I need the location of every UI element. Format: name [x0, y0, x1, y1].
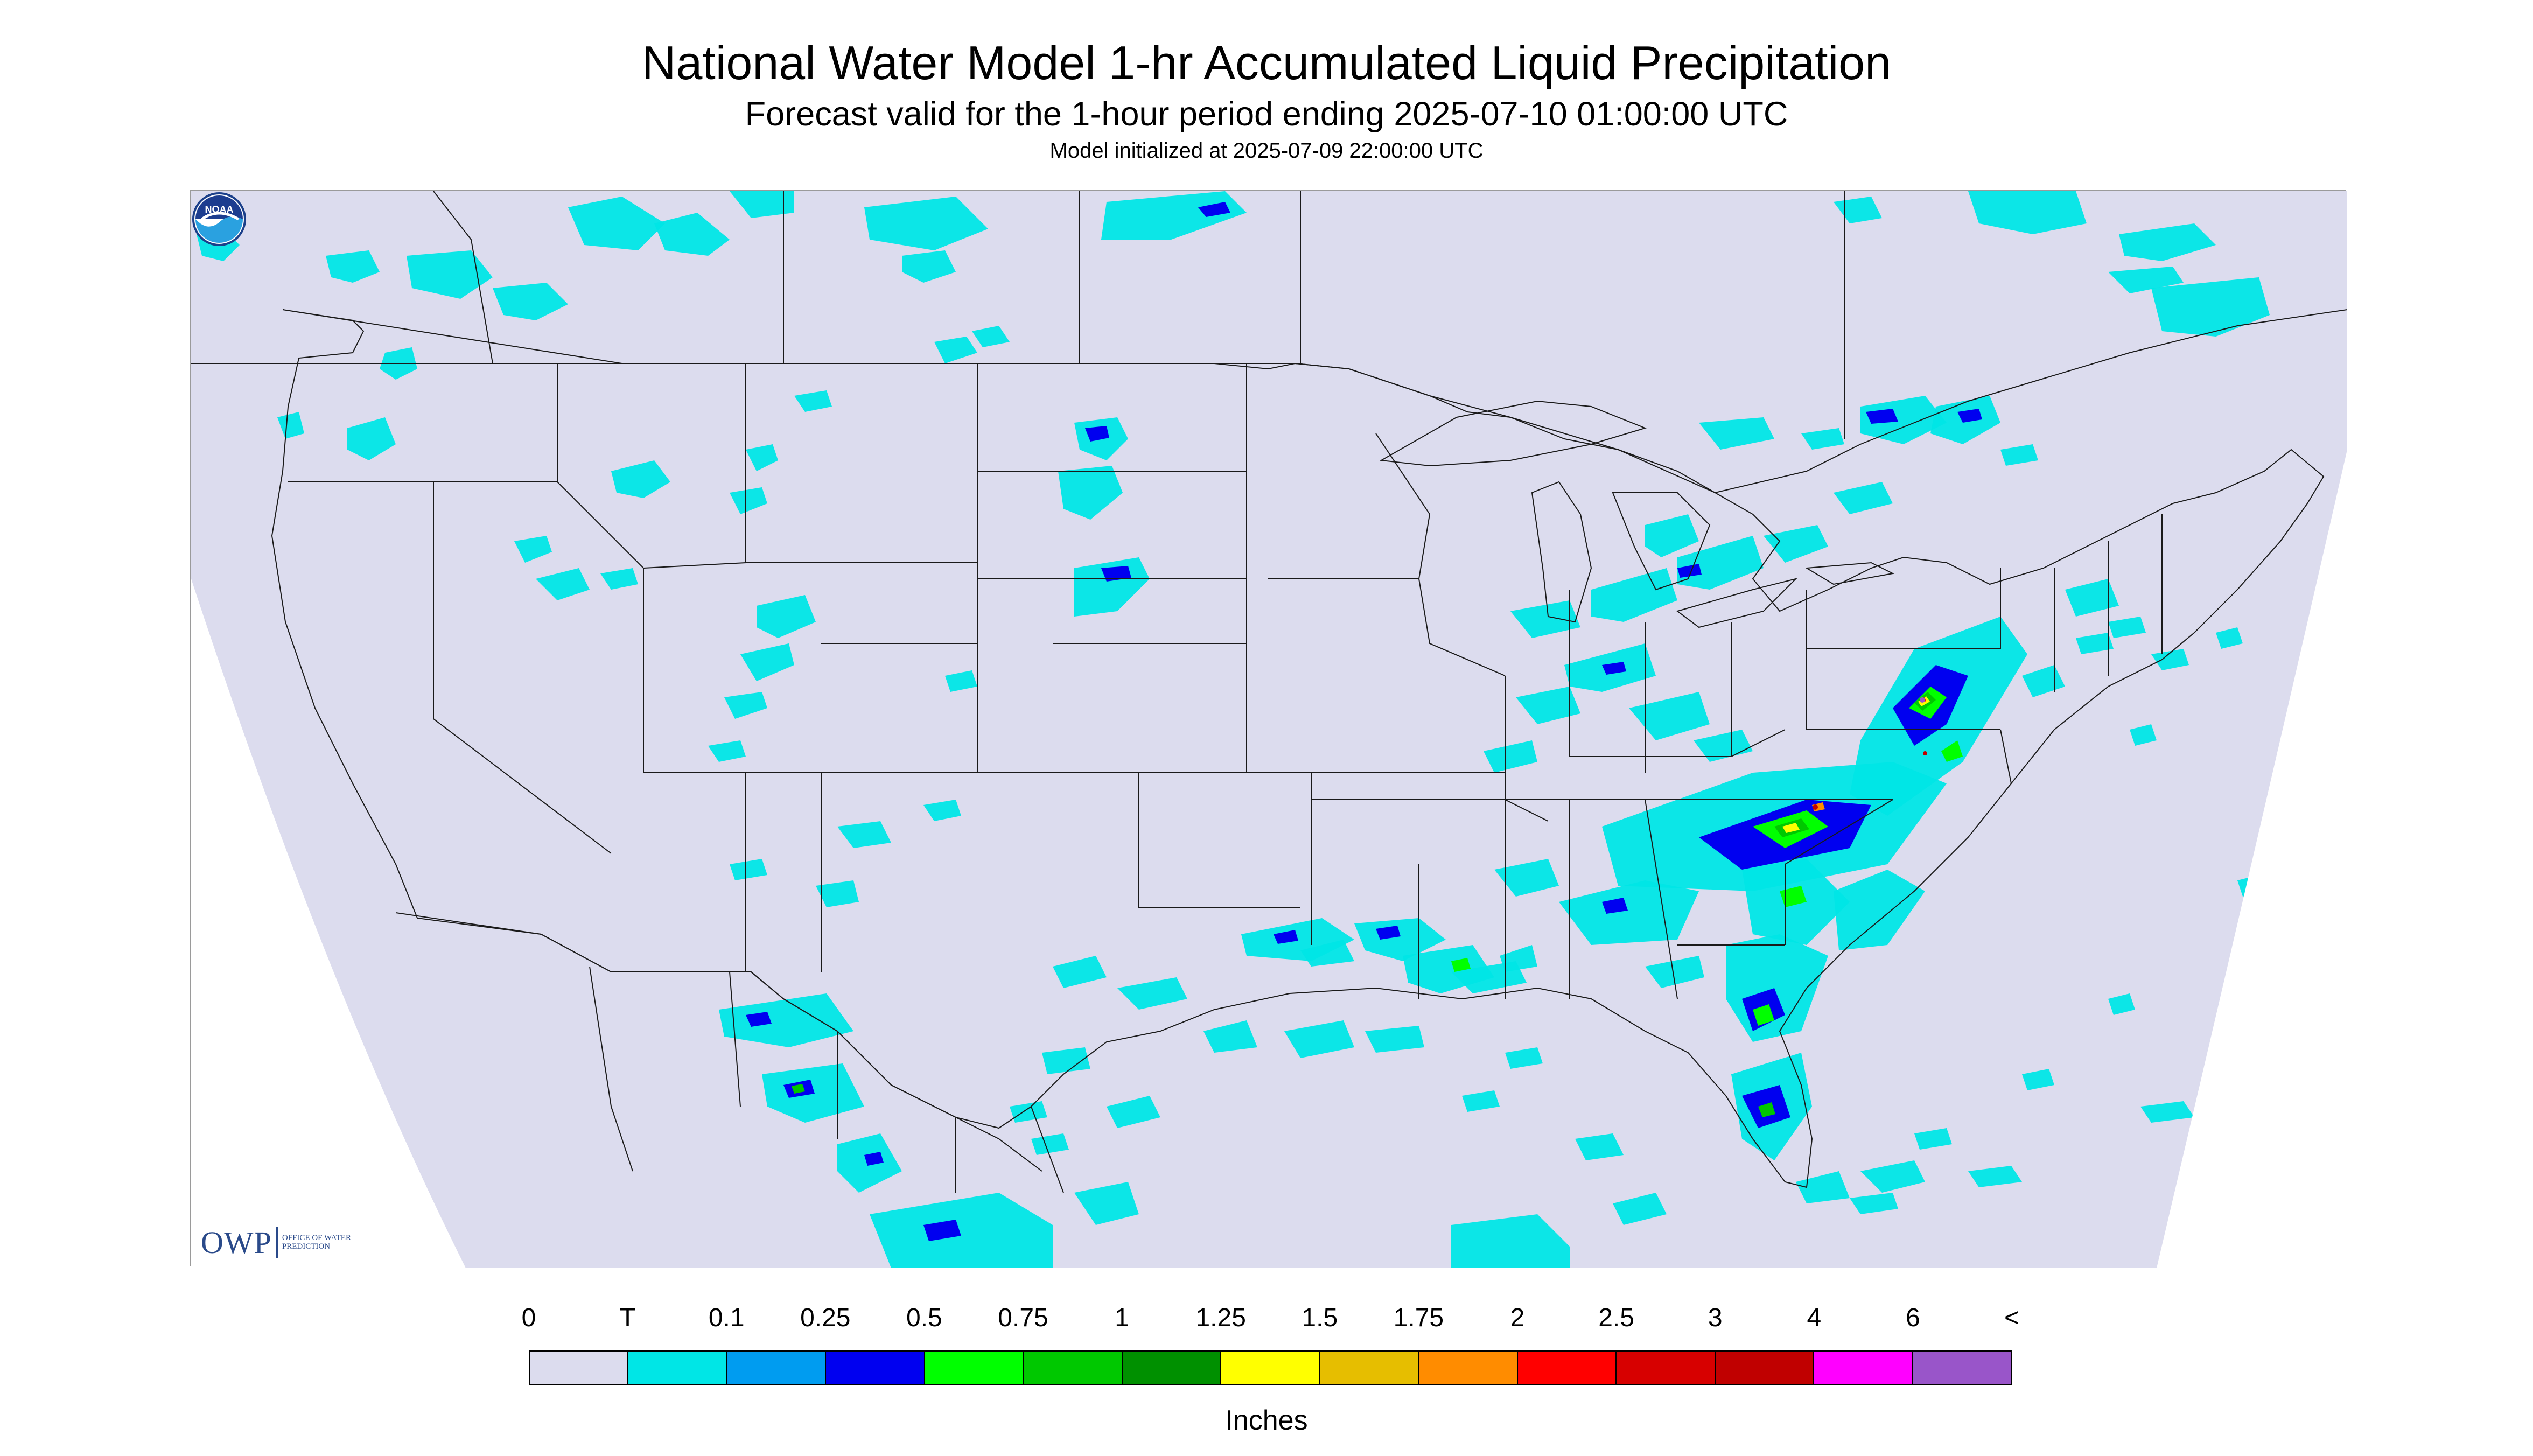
- model-domain: [191, 191, 2347, 1268]
- legend-tick-label: T: [619, 1304, 636, 1332]
- precip-area-north-dakota: [1058, 417, 1128, 520]
- legend-tick-label: 0.1: [708, 1304, 745, 1332]
- state-lines-plains: [977, 363, 1312, 945]
- owp-logo-letters: OWP: [201, 1224, 272, 1260]
- legend-tick-label: 0.25: [800, 1304, 851, 1332]
- legend-labels: 0 T 0.1 0.25 0.5 0.75 1 1.25 1.5 1.75 2 2.5 3 4 6 <: [0, 1303, 2533, 1341]
- state-lines-west: [288, 363, 978, 972]
- precip-area-montana-idaho: [514, 390, 832, 600]
- legend-swatch: [727, 1352, 827, 1384]
- precip-area-ontario-quebec: [1699, 191, 2270, 466]
- legend-tick-label: <: [2004, 1304, 2020, 1332]
- precip-area-gulf-of-mexico: [1451, 1047, 1667, 1268]
- precip-area-tennessee-carolinas: [1494, 762, 1947, 897]
- legend-tick-label: 0.75: [998, 1304, 1048, 1332]
- legend-color-bar: [529, 1350, 2012, 1385]
- precip-area-pacific-nw: [197, 229, 568, 460]
- conus-map: [191, 191, 2347, 1268]
- legend-swatch: [1814, 1352, 1913, 1384]
- owp-logo-subtext: OFFICE OF WATER PREDICTION: [282, 1234, 351, 1251]
- precip-area-prairies-canada: [568, 191, 1247, 363]
- legend-tick-label: 1: [1115, 1304, 1129, 1332]
- owp-logo-divider: [276, 1227, 278, 1258]
- legend-tick-label: 0.5: [906, 1304, 942, 1332]
- legend-tick-label: 1.25: [1195, 1304, 1246, 1332]
- svg-text:NOAA: NOAA: [205, 204, 234, 215]
- legend-tick-label: 0: [521, 1304, 536, 1332]
- map-title: National Water Model 1-hr Accumulated Li…: [641, 36, 1892, 89]
- legend-unit-label: Inches: [1225, 1405, 1308, 1436]
- mexico-state-lines: [589, 966, 1064, 1193]
- heavy-rain-marks: [1813, 697, 1927, 810]
- legend-swatch: [1221, 1352, 1320, 1384]
- precip-area-florida: [1726, 934, 1850, 1203]
- legend-swatch: [1419, 1352, 1518, 1384]
- precip-area-great-lakes: [1484, 482, 1893, 972]
- noaa-logo-icon: NOAA: [192, 192, 246, 246]
- legend-swatch: [925, 1352, 1024, 1384]
- lake-superior: [1379, 400, 1647, 467]
- legend-tick-label: 3: [1708, 1304, 1723, 1332]
- state-lines-east: [1806, 514, 2163, 784]
- legend-tick-label: 4: [1807, 1304, 1822, 1332]
- model-init-line: Model initialized at 2025-07-09 22:00:00…: [1049, 139, 1484, 163]
- legend-swatch: [530, 1352, 629, 1384]
- legend-swatch: [628, 1352, 727, 1384]
- owp-logo: OWP OFFICE OF WATER PREDICTION: [201, 1224, 358, 1260]
- legend-swatch: [1320, 1352, 1419, 1384]
- lake-ontario: [1804, 562, 1895, 585]
- precip-area-northern-mexico: [719, 993, 1139, 1268]
- lake-erie: [1676, 578, 1798, 628]
- lake-michigan: [1531, 481, 1592, 623]
- mexico-us-border: [395, 912, 1042, 1172]
- legend-swatch: [1122, 1352, 1222, 1384]
- legend-swatch: [1617, 1352, 1716, 1384]
- legend-tick-label: 6: [1906, 1304, 1920, 1332]
- canada-us-border: [191, 309, 2347, 494]
- legend-swatch: [1913, 1352, 2011, 1384]
- map-panel: OWP OFFICE OF WATER PREDICTION NOAA: [190, 190, 2347, 1268]
- lake-huron: [1612, 492, 1711, 591]
- precip-area-atlantic: [1850, 724, 2264, 1214]
- precip-area-gulf-coast: [1117, 918, 1494, 1058]
- forecast-valid-subtitle: Forecast valid for the 1-hour period end…: [745, 95, 1788, 133]
- legend-tick-label: 2: [1510, 1304, 1525, 1332]
- legend-tick-label: 2.5: [1598, 1304, 1634, 1332]
- precip-area-georgia-alabama: [1451, 859, 1925, 993]
- legend-tick-label: 1.5: [1302, 1304, 1338, 1332]
- legend-swatch: [1715, 1352, 1815, 1384]
- precip-layer: [197, 191, 2270, 1268]
- legend-swatch: [826, 1352, 925, 1384]
- legend-tick-label: 1.75: [1393, 1304, 1444, 1332]
- precip-area-southwest: [730, 800, 1160, 1128]
- state-lines-south: [1311, 799, 1893, 999]
- political-boundaries: [191, 191, 2347, 1193]
- legend-swatch: [1517, 1352, 1617, 1384]
- precip-area-south-dakota: [1074, 557, 1150, 617]
- legend-swatch: [1024, 1352, 1123, 1384]
- canada-province-lines: [433, 191, 1845, 439]
- precip-area-colorado-utah: [708, 595, 977, 762]
